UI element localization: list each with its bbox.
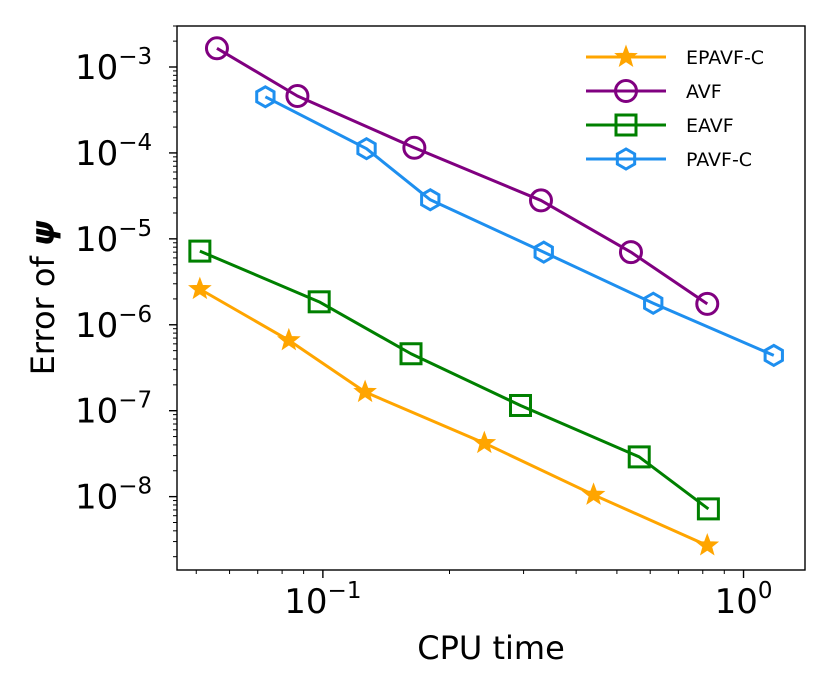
series-epavf-c [188,276,720,556]
plot-frame [176,25,806,571]
data-point-epavf-c [188,276,212,300]
series-pavf-c [255,85,784,368]
data-point-epavf-c [277,327,301,351]
legend-label: EAVF [686,115,734,137]
data-point-eavf [509,393,533,417]
series-line-pavf-c [264,95,775,357]
data-point-pavf-c [255,85,276,109]
series-line-epavf-c [199,287,708,547]
legend-item-epavf-c: EPAVF-C [586,44,764,69]
legend-label: EPAVF-C [686,47,764,69]
data-point-pavf-c [420,188,441,212]
data-point-eavf [627,445,651,469]
series-eavf [188,239,720,521]
x-axis-ticks: 10−1 100 [195,570,773,622]
data-point-epavf-c [695,533,720,556]
data-point-eavf [188,239,212,263]
legend-item-pavf-c: PAVF-C [586,147,752,171]
series-line-avf [216,47,709,306]
data-point-pavf-c [643,291,664,315]
data-point-avf [528,188,553,213]
y-axis-ticks: 10−8 10−7 10−6 10−5 10−4 10−3 [75,25,177,558]
y-tick-label: 10−8 [75,474,152,518]
data-point-avf [618,240,643,265]
y-tick-label: 10−6 [75,302,152,346]
data-point-pavf-c [533,240,554,264]
y-tick-label: 10−5 [75,216,152,260]
legend-label: PAVF-C [686,149,752,171]
legend-item-avf: AVF [586,79,722,103]
data-point-avf [204,36,229,61]
legend-marker [614,44,638,68]
series-avf [204,36,720,316]
series-line-eavf [199,249,710,511]
legend-item-eavf: EAVF [586,113,734,137]
x-axis-label: CPU time [417,629,565,667]
data-point-avf [402,135,427,160]
plot-background [177,26,805,570]
legend-label: AVF [686,81,722,103]
data-point-avf [695,291,720,316]
data-point-avf [285,83,310,108]
x-tick-label: 100 [715,578,773,622]
data-point-eavf [399,342,423,366]
data-point-epavf-c [472,430,497,454]
legend-marker [614,113,638,137]
data-point-epavf-c [353,379,377,403]
data-point-eavf [696,497,720,521]
legend: EPAVF-C AVF EAVF PAVF-C [586,44,764,171]
y-tick-label: 10−7 [75,388,152,432]
y-tick-label: 10−4 [75,130,152,174]
data-point-epavf-c [581,482,606,505]
y-tick-label: 10−3 [75,44,152,88]
legend-marker [614,79,638,103]
data-point-pavf-c [356,136,377,161]
data-point-pavf-c [763,343,784,368]
y-axis-label: Error of ψ [24,220,62,375]
x-tick-label: 10−1 [284,578,361,622]
legend-marker [615,147,637,171]
series-layer [188,36,784,556]
data-point-eavf [307,290,331,314]
